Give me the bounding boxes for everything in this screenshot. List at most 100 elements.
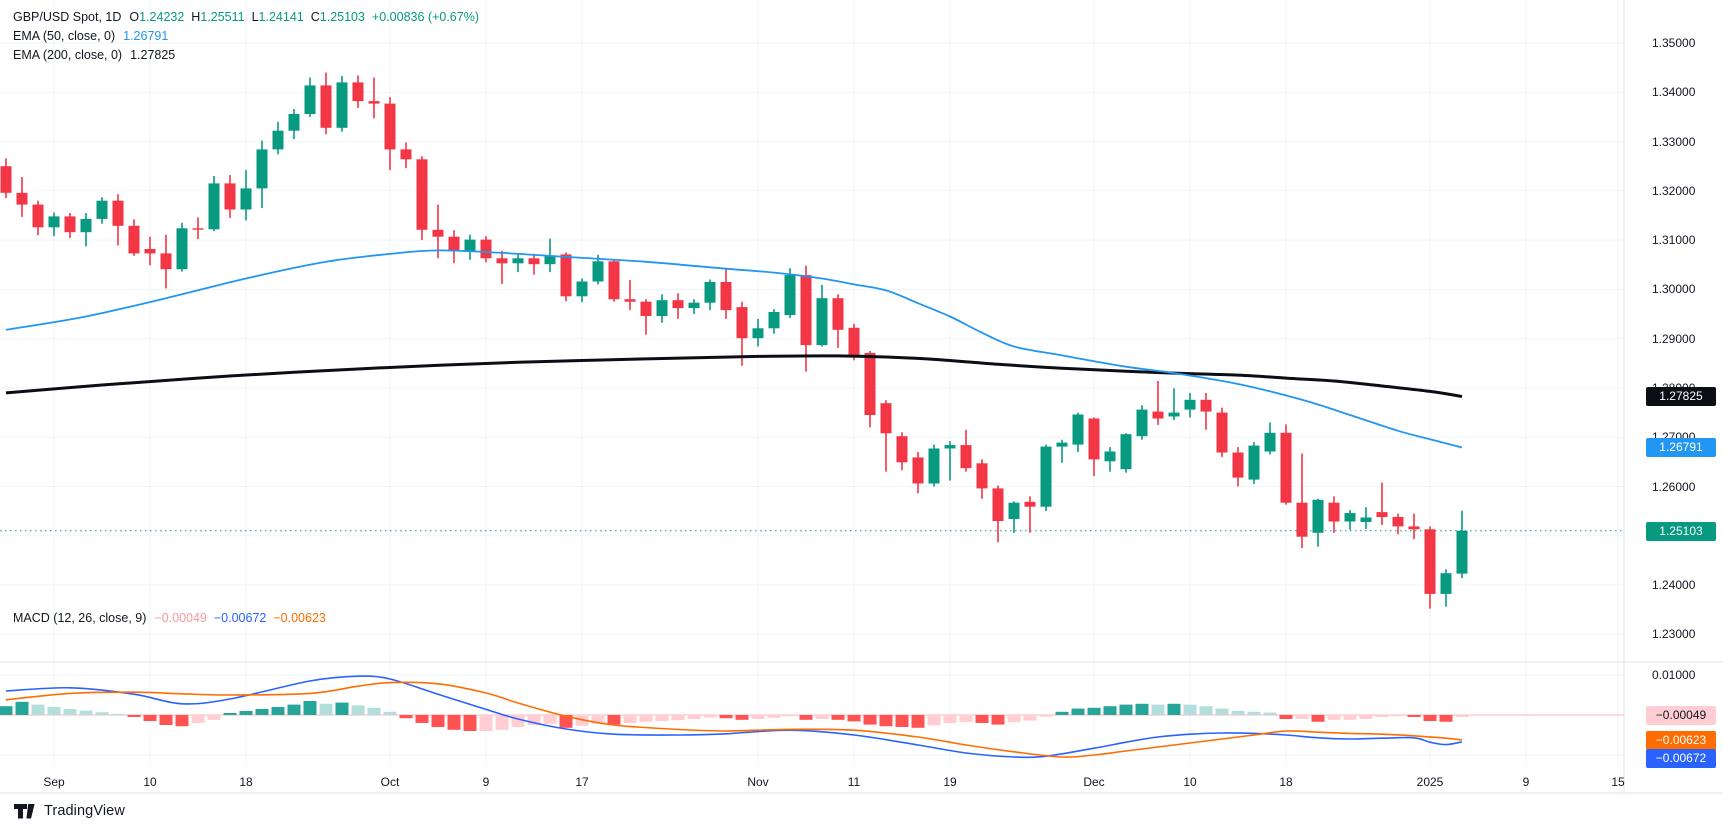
macd-histogram-bar (1407, 715, 1421, 717)
macd-histogram-bar (223, 713, 237, 715)
candle-body (1120, 434, 1132, 470)
macd-histogram-bar (767, 715, 781, 718)
candle-body (1312, 499, 1324, 533)
macd-histogram-bar (191, 715, 205, 723)
candle-body (256, 149, 268, 189)
candle-body (944, 445, 956, 449)
time-tick-label: 2025 (1416, 775, 1444, 789)
macd-histogram-bar (1231, 711, 1245, 715)
candle-body (352, 82, 364, 102)
macd-histogram-bar (1167, 703, 1181, 715)
macd-histogram-bar (1119, 704, 1133, 715)
price-tick-label: 1.26000 (1652, 479, 1696, 494)
ema200-legend[interactable]: EMA (200, close, 0) 1.27825 (13, 45, 479, 64)
ema200-price-badge: 1.27825 (1646, 386, 1716, 406)
ema50-label: EMA (50, close, 0) (13, 28, 116, 43)
price-tick-label: 1.31000 (1652, 233, 1696, 248)
candle-body (640, 301, 652, 316)
candle-body (656, 300, 668, 316)
macd-line (5, 675, 1463, 759)
price-pane[interactable] (0, 0, 1624, 662)
open-value: O1.24232 (129, 9, 185, 24)
candle-body (1232, 452, 1244, 478)
macd-histogram-bar (847, 715, 861, 722)
macd-histogram-bar (1343, 715, 1357, 720)
macd-histogram-bar (367, 707, 381, 715)
macd-histogram-badge: −0.00049 (1646, 705, 1716, 725)
macd-pane[interactable] (0, 662, 1624, 768)
macd-signal-line (5, 681, 1463, 758)
candle-body (1136, 409, 1148, 437)
macd-histogram-bar (1295, 715, 1309, 719)
macd-histogram-bar (911, 715, 925, 728)
candle-body (368, 101, 380, 104)
macd-histogram-bar (1055, 711, 1069, 715)
main-series-legend[interactable]: GBP/USD Spot, 1D O1.24232 H1.25511 L1.24… (13, 7, 479, 26)
time-tick-label: 19 (943, 775, 957, 789)
macd-histogram-bar (687, 715, 701, 719)
candle-body (1200, 399, 1212, 412)
tradingview-logo-text: TradingView (44, 803, 125, 819)
macd-histogram-bar (543, 715, 557, 724)
macd-histogram-bar (95, 712, 109, 715)
macd-histogram-bar (975, 715, 989, 723)
macd-histogram-bar (287, 704, 301, 715)
macd-histogram-bar (1263, 712, 1277, 715)
candles-layer (0, 72, 1468, 609)
price-tick-label: 1.30000 (1652, 282, 1696, 297)
macd-histogram-bar (815, 715, 829, 719)
macd-histogram-bar (335, 702, 349, 715)
candle-body (752, 328, 764, 339)
ema50-value: 1.26791 (123, 28, 169, 43)
macd-tick-label: 0.01000 (1652, 668, 1696, 682)
macd-histogram-bar (1439, 715, 1453, 722)
macd-histogram-bar (799, 715, 813, 720)
macd-signal-badge: −0.00623 (1646, 730, 1716, 750)
candle-body (1456, 530, 1468, 574)
candle-body (864, 352, 876, 415)
candle-body (1056, 442, 1068, 447)
macd-histogram-bar (0, 706, 13, 715)
macd-histogram-bar (383, 711, 397, 715)
macd-histogram-bar (559, 715, 573, 728)
time-tick-label: 18 (1279, 775, 1293, 789)
macd-hist-value: −0.00049 (154, 610, 207, 625)
candle-body (1040, 446, 1052, 507)
candle-body (688, 302, 700, 309)
candle-body (1088, 418, 1100, 460)
candle-body (544, 256, 556, 265)
macd-histogram-bar (783, 715, 797, 717)
macd-histogram-bar (1087, 707, 1101, 715)
macd-histogram-bar (959, 715, 973, 723)
candle-body (208, 183, 220, 230)
candle-body (1376, 512, 1388, 517)
macd-histogram-bar (255, 709, 269, 715)
candle-body (720, 282, 732, 311)
candle-body (576, 281, 588, 297)
time-tick-label: 17 (575, 775, 589, 789)
candle-body (800, 275, 812, 346)
candle-body (128, 225, 140, 254)
candle-body (1184, 399, 1196, 410)
candle-body (848, 327, 860, 357)
macd-histogram-bar (175, 715, 189, 727)
macd-histogram-bar (1391, 715, 1405, 717)
candle-body (816, 298, 828, 346)
macd-histogram-bar (623, 715, 637, 723)
candle-body (48, 216, 60, 228)
candle-body (496, 258, 508, 264)
candle-body (592, 261, 604, 282)
candle-body (736, 307, 748, 339)
candle-body (1360, 517, 1372, 522)
time-tick-label: Sep (43, 775, 65, 789)
macd-histogram-bar (991, 715, 1005, 725)
time-tick-label: Oct (380, 775, 400, 789)
macd-legend[interactable]: MACD (12, 26, close, 9) −0.00049 −0.0067… (13, 608, 333, 627)
candle-body (1216, 412, 1228, 453)
ema200-value: 1.27825 (130, 47, 176, 62)
tradingview-logo[interactable]: TradingView (14, 803, 125, 819)
change-value: +0.00836 (+0.67%) (371, 9, 479, 24)
macd-histogram-bar (1455, 715, 1469, 717)
ema50-legend[interactable]: EMA (50, close, 0) 1.26791 (13, 26, 479, 45)
